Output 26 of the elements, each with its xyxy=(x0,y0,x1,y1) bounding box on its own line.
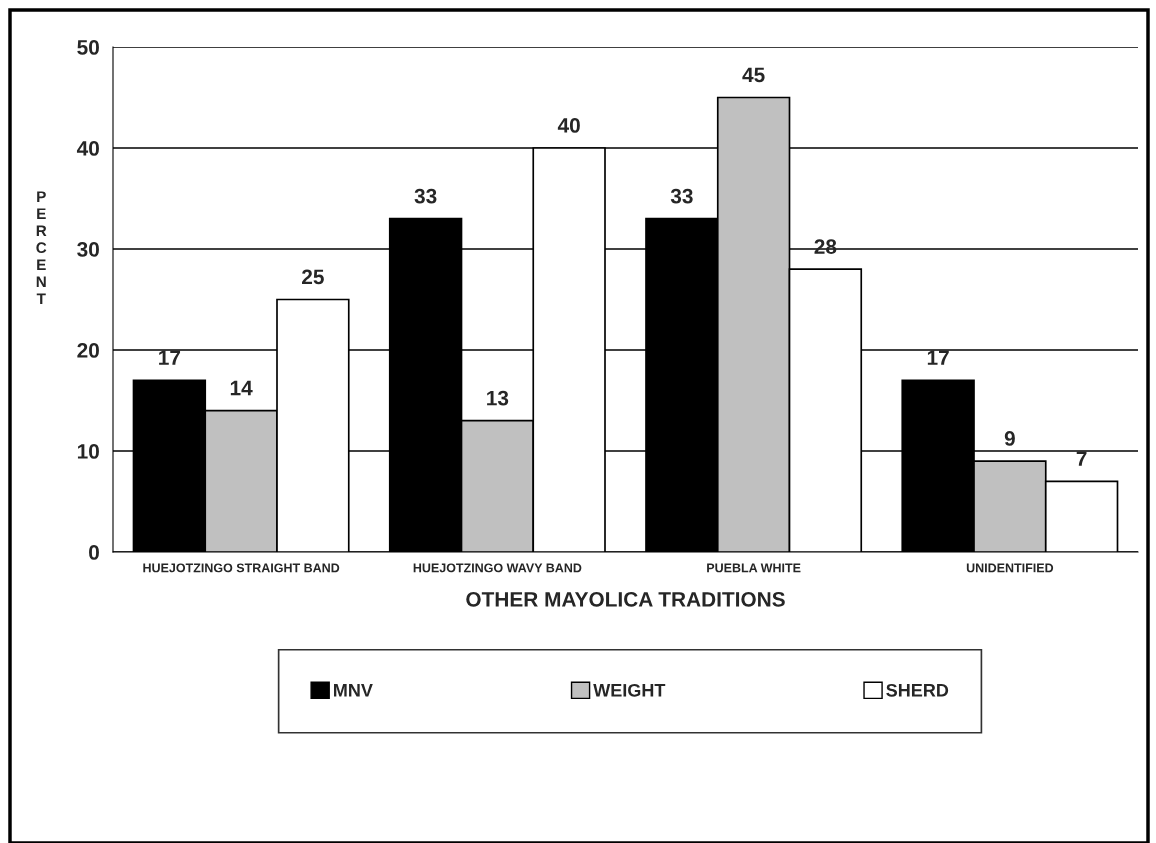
y-tick-label: 30 xyxy=(77,242,99,257)
legend-label: WEIGHT xyxy=(593,683,666,697)
data-label: 45 xyxy=(742,67,765,83)
y-tick-label: 50 xyxy=(77,40,99,55)
x-tick-label: HUEJOTZINGO WAVY BAND xyxy=(413,563,582,573)
y-tick-label: 20 xyxy=(77,343,99,358)
legend-label: SHERD xyxy=(886,683,949,697)
x-tick-label: UNIDENTIFIED xyxy=(966,563,1054,573)
data-label: 14 xyxy=(230,380,253,396)
data-label: 40 xyxy=(557,118,580,133)
legend-label: MNV xyxy=(334,684,373,697)
y-tick-label: 0 xyxy=(89,545,99,560)
y-axis-title: PERCENT xyxy=(36,191,47,304)
data-label: 33 xyxy=(670,188,693,204)
data-label: 25 xyxy=(302,269,324,285)
data-label: 9 xyxy=(1004,431,1015,446)
y-tick-label: 10 xyxy=(77,444,99,459)
y-tick-label: 40 xyxy=(76,141,99,156)
x-axis-title: OTHER MAYOLICA TRADITIONS xyxy=(466,591,785,607)
data-label: 17 xyxy=(159,350,181,365)
x-tick-label: PUEBLA WHITE xyxy=(707,563,801,573)
data-label: 13 xyxy=(487,390,509,406)
x-tick-label: HUEJOTZINGO STRAIGHT BAND xyxy=(143,563,340,573)
data-label: 33 xyxy=(414,188,437,204)
data-label: 7 xyxy=(1076,451,1087,466)
data-label: 17 xyxy=(927,350,949,365)
